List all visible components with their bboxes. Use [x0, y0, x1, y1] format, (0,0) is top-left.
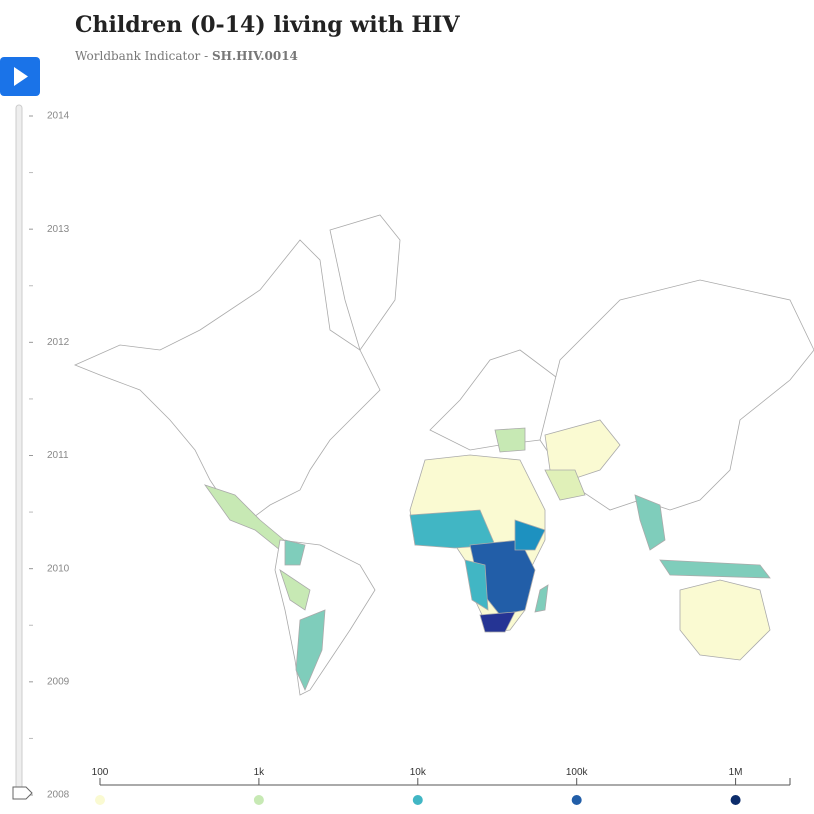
north-america	[73, 239, 381, 521]
legend-label: 1k	[254, 767, 266, 778]
legend-swatch	[95, 795, 105, 805]
region	[284, 539, 306, 566]
slider-handle[interactable]	[12, 786, 33, 800]
subtitle: Worldbank Indicator - SH.HIV.0014	[75, 49, 298, 63]
australia	[679, 579, 771, 661]
legend-swatch	[571, 795, 582, 805]
region	[464, 559, 489, 611]
year-label: 2012	[47, 337, 70, 348]
year-label: 2008	[47, 790, 70, 801]
legend-swatch	[412, 795, 423, 805]
madagascar	[534, 584, 549, 613]
region	[494, 427, 526, 453]
year-label: 2010	[47, 563, 70, 574]
year-label: 2011	[47, 450, 69, 461]
legend-label: 1M	[729, 767, 743, 778]
year-label: 2013	[47, 224, 70, 235]
greenland	[329, 214, 401, 351]
region	[514, 519, 546, 551]
region	[659, 559, 771, 579]
slider-track[interactable]	[15, 104, 23, 796]
legend-label: 10k	[410, 767, 427, 778]
subtitle-code: SH.HIV.0014	[212, 49, 298, 63]
legend-swatch	[253, 795, 264, 805]
legend-swatch	[730, 795, 741, 805]
region	[409, 509, 496, 549]
region	[479, 611, 516, 633]
legend-label: 100	[92, 767, 109, 778]
legend-label: 100k	[566, 767, 589, 778]
year-label: 2009	[47, 676, 70, 687]
region	[544, 469, 586, 501]
play-icon[interactable]	[14, 67, 28, 86]
title: Children (0-14) living with HIV	[75, 12, 460, 38]
year-label: 2014	[47, 111, 70, 122]
region	[634, 494, 666, 551]
world-map	[73, 214, 814, 696]
region	[279, 569, 311, 611]
subtitle-prefix: Worldbank Indicator -	[75, 49, 212, 63]
play-button[interactable]	[0, 57, 40, 96]
region	[295, 609, 326, 691]
